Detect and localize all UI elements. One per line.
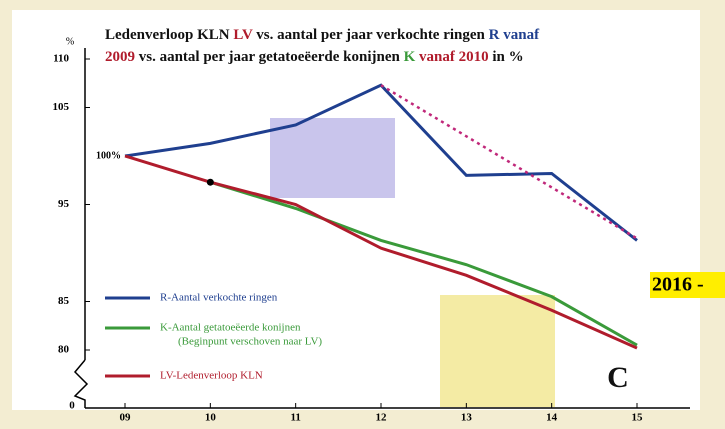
- x-tick-label: 14: [546, 412, 558, 424]
- title-segment: vs. aantal per jaar getatoeëerde konijne…: [135, 49, 404, 65]
- y-unit: %: [66, 36, 74, 47]
- start-label: 100%: [96, 150, 121, 161]
- corner-label: C: [607, 361, 629, 394]
- title-segment: K: [404, 49, 416, 65]
- illustration-chart: [270, 118, 395, 198]
- y-tick-label: 95: [58, 198, 70, 210]
- title-segment: vanaf 2010: [415, 49, 488, 65]
- side-label: 2016 -: [652, 274, 704, 296]
- y-tick-label: 80: [58, 344, 70, 356]
- title-segment: 2009: [105, 49, 135, 65]
- series-start-dot: [207, 179, 214, 186]
- y-tick-label: 110: [53, 53, 69, 65]
- x-tick-label: 15: [632, 412, 644, 424]
- legend-note: (Beginpunt verschoven naar LV): [178, 336, 322, 348]
- chart-title: 2009 vs. aantal per jaar getatoeëerde ko…: [105, 49, 524, 65]
- legend-label: R-Aantal verkochte ringen: [160, 292, 278, 304]
- y-tick-label: 85: [58, 295, 70, 307]
- title-segment: LV: [233, 27, 253, 43]
- legend-label: LV-Ledenverloop KLN: [160, 370, 263, 382]
- x-tick-label: 10: [205, 412, 217, 424]
- title-segment: vs. aantal per jaar verkochte ringen: [253, 27, 489, 43]
- axis-break-label: 0: [69, 400, 75, 412]
- title-segment: R vanaf: [489, 27, 540, 43]
- title-segment: Ledenverloop KLN: [105, 27, 233, 43]
- illustration-figure: [440, 295, 555, 407]
- x-tick-label: 13: [461, 412, 473, 424]
- chart-title: Ledenverloop KLN LV vs. aantal per jaar …: [105, 27, 540, 43]
- x-tick-label: 09: [120, 412, 132, 424]
- page: 80 85 95 105 110 09 10 11 12 13 14 15 100% R-Aantal v…: [0, 0, 725, 429]
- legend-label: K-Aantal getatoeëerde konijnen: [160, 322, 301, 334]
- x-tick-label: 11: [290, 412, 300, 424]
- y-tick-label: 105: [53, 101, 70, 113]
- title-segment: in %: [489, 49, 524, 65]
- x-tick-label: 12: [376, 412, 388, 424]
